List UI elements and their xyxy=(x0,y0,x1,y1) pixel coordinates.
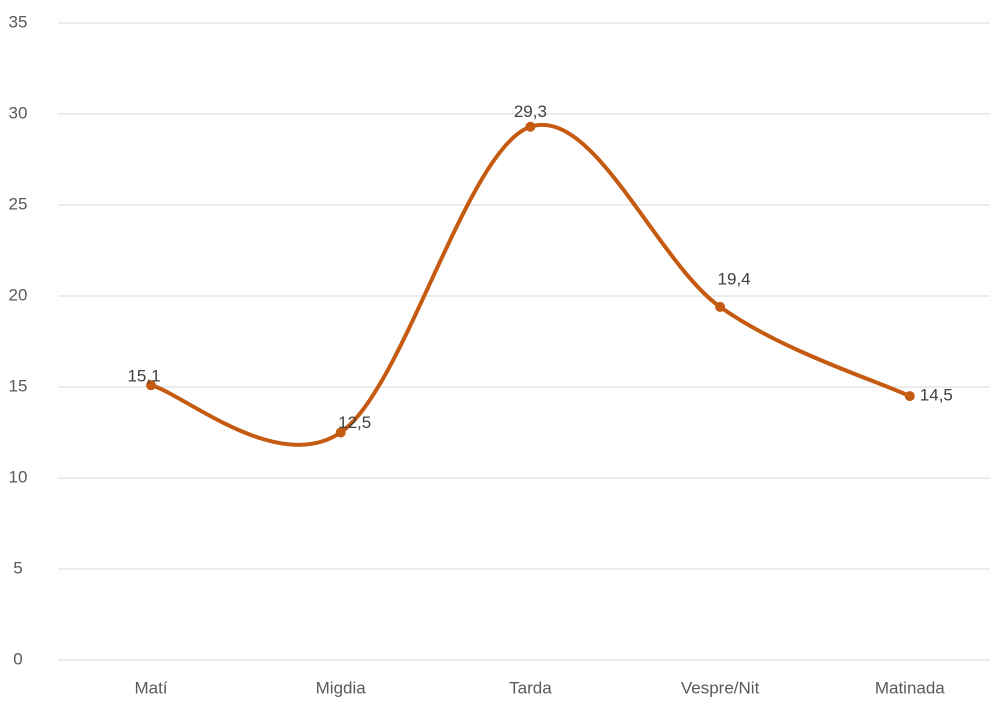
data-label: 12,5 xyxy=(338,413,371,432)
line xyxy=(149,122,912,447)
y-tick-label: 15 xyxy=(9,376,28,395)
x-tick-label: Vespre/Nit xyxy=(681,678,760,697)
y-tick-label: 0 xyxy=(13,649,22,668)
marker xyxy=(715,301,726,312)
y-tick-label: 20 xyxy=(9,285,28,304)
y-tick-label: 25 xyxy=(9,194,28,213)
y-tick-label: 30 xyxy=(9,103,28,122)
x-tick-label: Matí xyxy=(134,678,167,697)
marker xyxy=(525,121,536,132)
data-label: 29,3 xyxy=(514,102,547,121)
y-tick-label: 10 xyxy=(9,467,28,486)
x-tick-label: Migdia xyxy=(316,678,367,697)
y-tick-label: 5 xyxy=(13,558,22,577)
marker xyxy=(904,391,915,402)
data-label: 19,4 xyxy=(718,269,751,288)
y-tick-label: 35 xyxy=(9,12,28,31)
x-tick-label: Matinada xyxy=(875,678,945,697)
data-label: 15,1 xyxy=(127,367,160,386)
data-label: 14,5 xyxy=(920,386,953,405)
marker xyxy=(335,427,346,438)
marker xyxy=(146,380,156,391)
x-tick-label: Tarda xyxy=(509,678,552,697)
